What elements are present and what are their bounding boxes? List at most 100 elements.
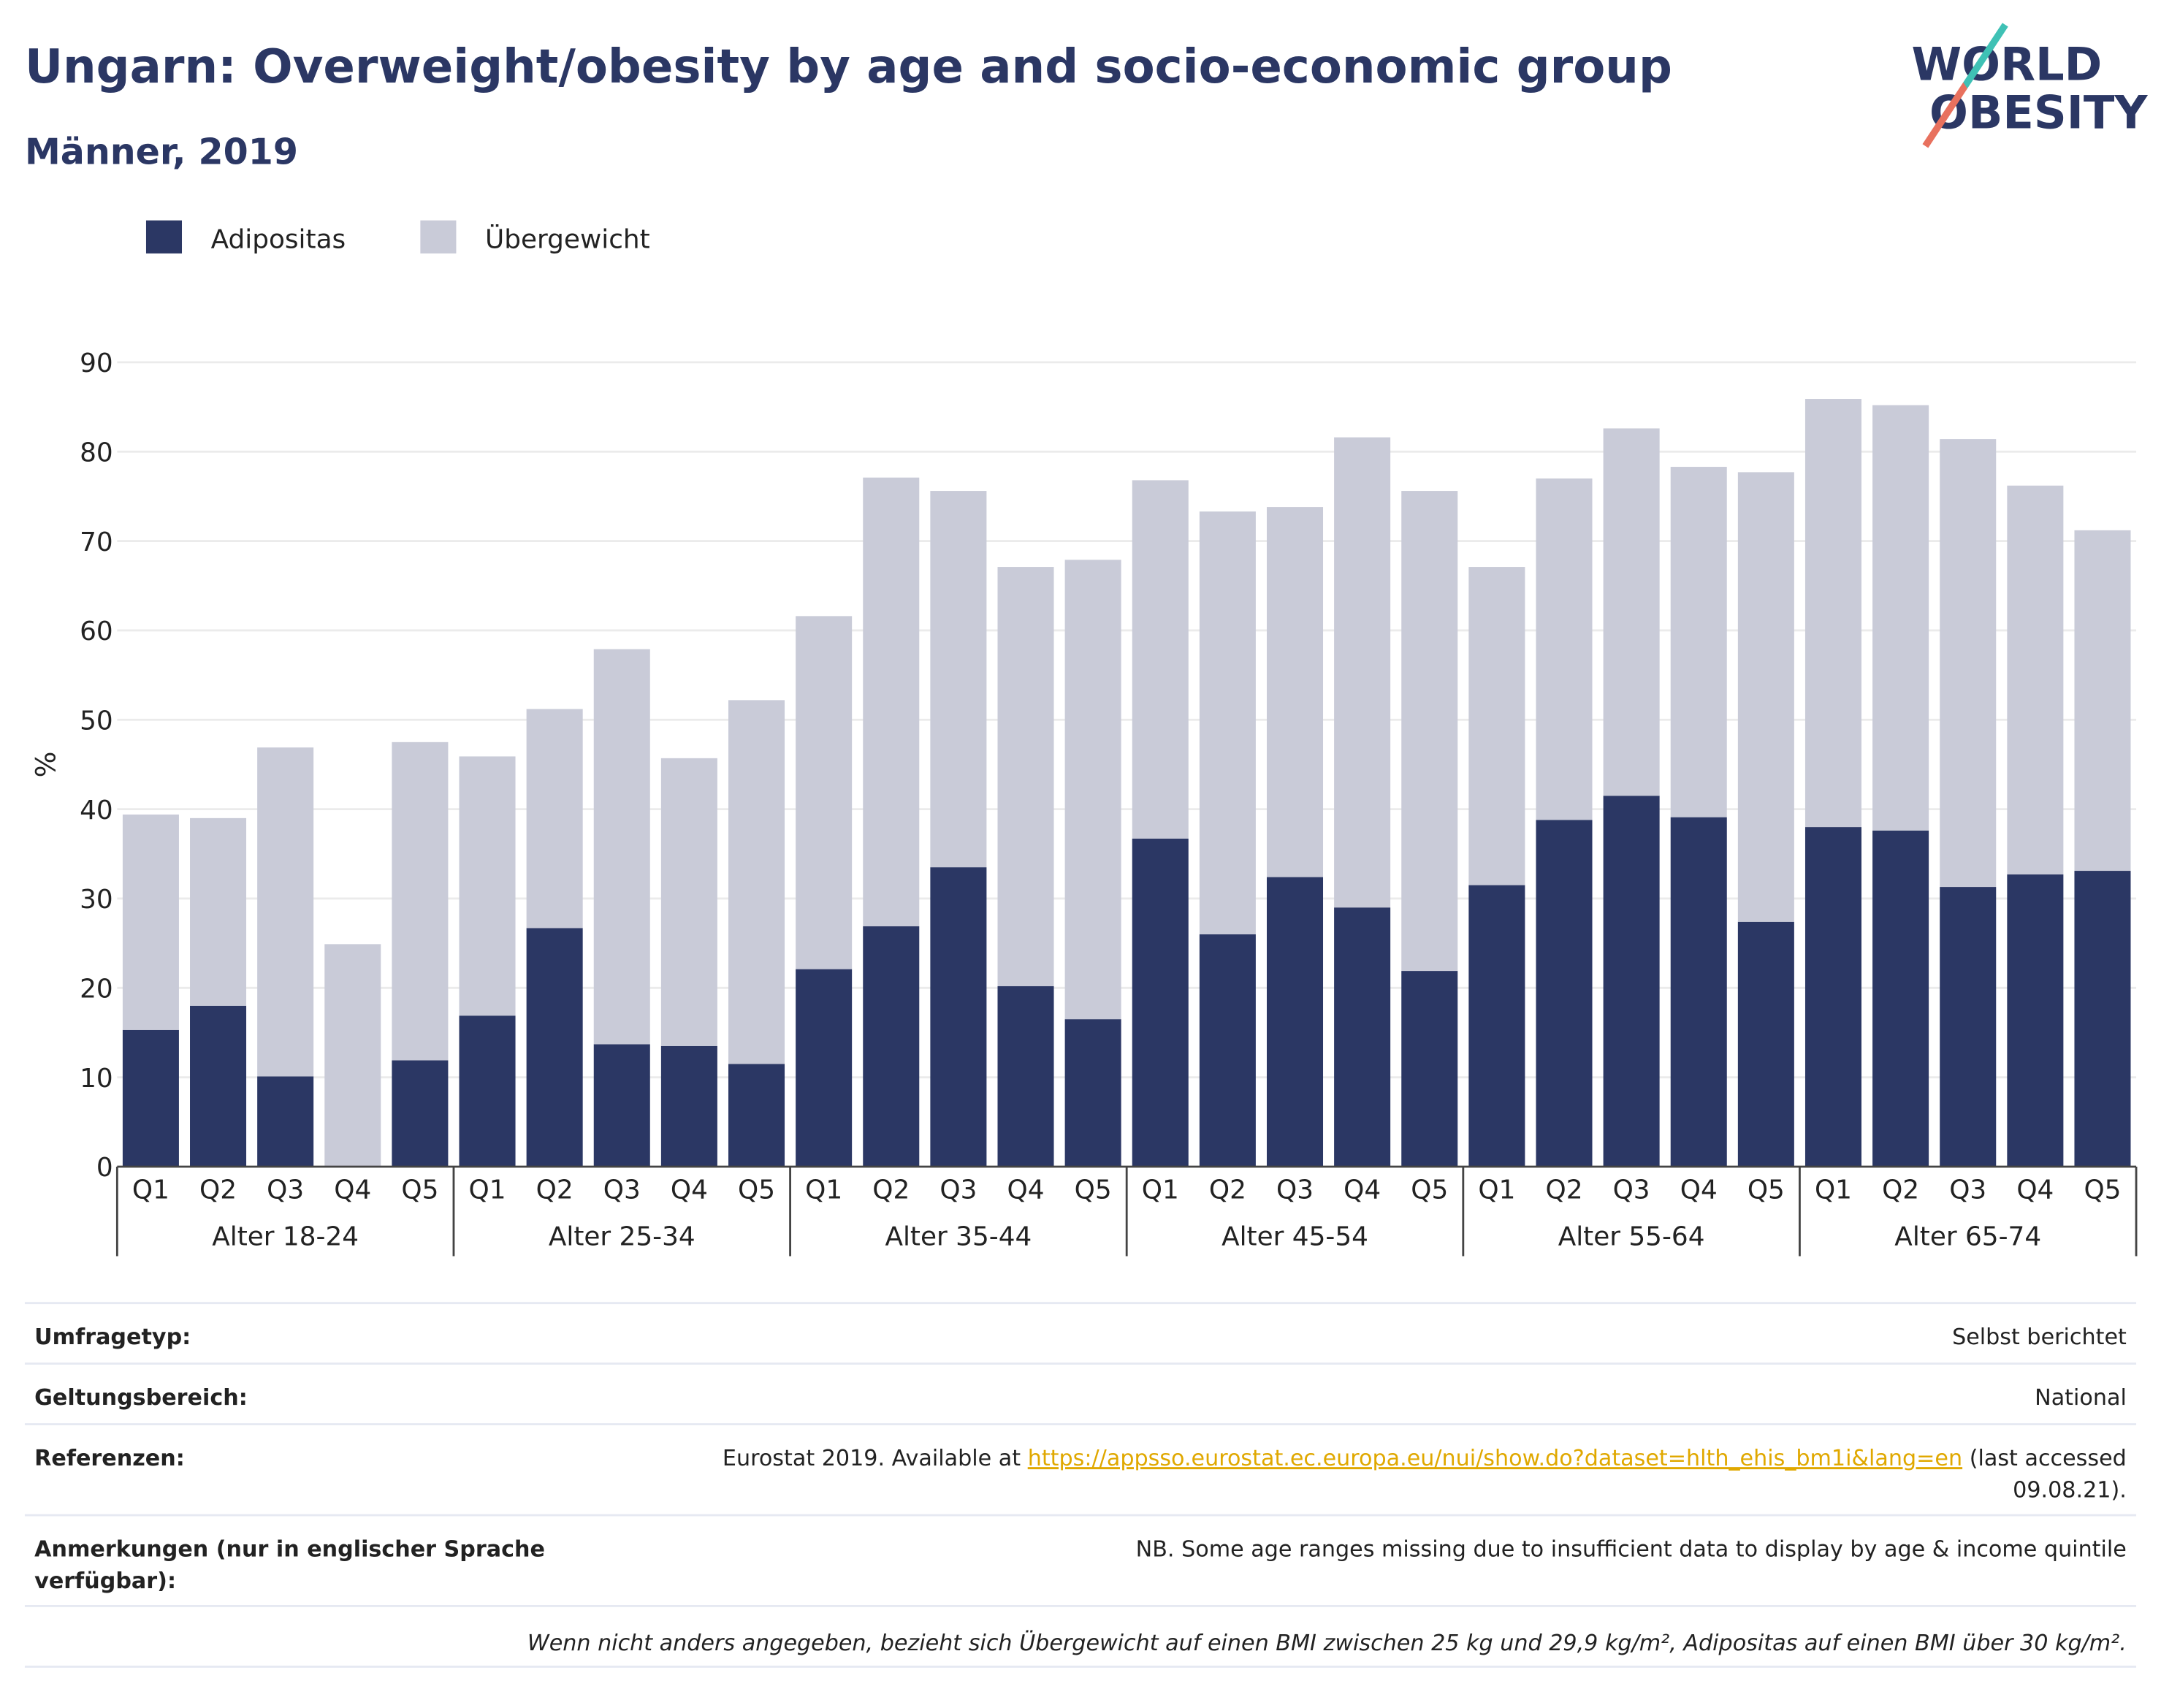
info-value-text: (last accessed bbox=[1970, 1446, 2127, 1471]
bar-segment bbox=[1536, 820, 1593, 1167]
bar-segment bbox=[930, 491, 987, 868]
y-tick-label: 60 bbox=[80, 617, 113, 647]
bar-segment bbox=[257, 1076, 314, 1167]
x-tick-label: Q5 bbox=[1075, 1175, 1112, 1205]
x-tick-label: Q4 bbox=[1007, 1175, 1045, 1205]
info-value: 09.08.21). bbox=[2013, 1478, 2127, 1503]
bar-segment bbox=[1334, 907, 1391, 1167]
y-tick-label: 70 bbox=[80, 527, 113, 557]
x-tick-label: Q2 bbox=[1882, 1175, 1919, 1205]
bar-segment bbox=[1603, 428, 1660, 796]
x-group-label: Alter 55-64 bbox=[1558, 1221, 1705, 1251]
y-tick-label: 20 bbox=[80, 975, 113, 1004]
info-value: NB. Some age ranges missing due to insuf… bbox=[1136, 1537, 2127, 1563]
bar-segment bbox=[1199, 511, 1256, 934]
bar-segment bbox=[1401, 491, 1458, 972]
info-label: Referenzen: bbox=[34, 1446, 185, 1471]
x-tick-label: Q1 bbox=[1815, 1175, 1852, 1205]
chart-title: Ungarn: Overweight/obesity by age and so… bbox=[25, 39, 1672, 94]
info-value: Selbst berichtet bbox=[1952, 1324, 2127, 1350]
info-label: Geltungsbereich: bbox=[34, 1385, 248, 1411]
bar-segment bbox=[1737, 921, 1794, 1167]
bar-segment bbox=[593, 649, 650, 1045]
x-tick-label: Q3 bbox=[940, 1175, 977, 1205]
logo-text: OBESITY bbox=[1929, 85, 2148, 139]
y-tick-label: 30 bbox=[80, 885, 113, 915]
bar-segment bbox=[728, 700, 785, 1064]
chart-subtitle: Männer, 2019 bbox=[25, 130, 298, 172]
x-group-label: Alter 35-44 bbox=[885, 1221, 1032, 1251]
x-tick-label: Q1 bbox=[1478, 1175, 1515, 1205]
bar-segment bbox=[863, 926, 920, 1167]
info-label: verfügbar): bbox=[34, 1568, 176, 1594]
logo-text: WORLD bbox=[1912, 37, 2103, 91]
y-tick-label: 10 bbox=[80, 1064, 113, 1094]
info-label: Anmerkungen (nur in englischer Sprache bbox=[34, 1537, 545, 1563]
bar-segment bbox=[796, 969, 853, 1167]
x-tick-label: Q1 bbox=[1142, 1175, 1179, 1205]
bar-segment bbox=[593, 1044, 650, 1167]
bar-segment bbox=[660, 758, 717, 1046]
bar-segment bbox=[257, 747, 314, 1077]
bar-segment bbox=[122, 1029, 179, 1167]
y-tick-label: 0 bbox=[96, 1153, 113, 1183]
legend-swatch bbox=[420, 220, 457, 253]
bar-segment bbox=[459, 756, 516, 1016]
bar-segment bbox=[1804, 399, 1862, 828]
reference-link: https://appsso.eurostat.ec.europa.eu/nui… bbox=[1028, 1446, 1962, 1471]
y-axis-label: % bbox=[29, 752, 61, 778]
x-tick-label: Q4 bbox=[2016, 1175, 2054, 1205]
x-tick-label: Q5 bbox=[1411, 1175, 1448, 1205]
bar-segment bbox=[459, 1015, 516, 1167]
bar-segment bbox=[863, 477, 920, 926]
x-tick-label: Q5 bbox=[738, 1175, 775, 1205]
bar-segment bbox=[1468, 567, 1525, 885]
bar-segment bbox=[1266, 507, 1324, 877]
x-tick-label: Q2 bbox=[1545, 1175, 1582, 1205]
legend-label: Übergewicht bbox=[485, 224, 650, 254]
x-tick-label: Q2 bbox=[872, 1175, 910, 1205]
bar-segment bbox=[1401, 971, 1458, 1167]
x-tick-label: Q3 bbox=[267, 1175, 304, 1205]
info-label: Umfragetyp: bbox=[34, 1324, 191, 1350]
footnote: Wenn nicht anders angegeben, bezieht sic… bbox=[527, 1629, 2127, 1656]
x-tick-label: Q3 bbox=[1613, 1175, 1650, 1205]
legend-swatch bbox=[145, 220, 183, 253]
bar-segment bbox=[1737, 472, 1794, 922]
bar-segment bbox=[2007, 874, 2064, 1167]
x-tick-label: Q5 bbox=[401, 1175, 438, 1205]
bar-segment bbox=[526, 709, 583, 929]
bar-segment bbox=[2074, 871, 2131, 1167]
bar-segment bbox=[728, 1064, 785, 1167]
bar-segment bbox=[997, 985, 1054, 1167]
x-tick-label: Q2 bbox=[199, 1175, 237, 1205]
x-tick-label: Q2 bbox=[536, 1175, 573, 1205]
bar-segment bbox=[190, 817, 247, 1006]
bar-segment bbox=[660, 1045, 717, 1167]
x-tick-label: Q1 bbox=[132, 1175, 169, 1205]
bar-segment bbox=[2074, 530, 2131, 872]
bar-segment bbox=[1064, 1019, 1121, 1167]
bar-segment bbox=[1334, 437, 1391, 908]
bar-segment bbox=[190, 1005, 247, 1167]
bar-segment bbox=[1132, 838, 1189, 1167]
bar-segment bbox=[930, 867, 987, 1167]
bar-segment bbox=[1804, 827, 1862, 1167]
info-value-text: Eurostat 2019. Available at bbox=[723, 1446, 1021, 1471]
bar-segment bbox=[324, 944, 381, 1167]
info-value: National bbox=[2035, 1385, 2127, 1411]
bar-segment bbox=[1064, 560, 1121, 1020]
y-tick-label: 90 bbox=[80, 348, 113, 378]
y-tick-label: 50 bbox=[80, 706, 113, 736]
x-tick-label: Q3 bbox=[603, 1175, 641, 1205]
bar-segment bbox=[392, 741, 449, 1061]
bar-segment bbox=[1940, 439, 1997, 888]
info-value: Eurostat 2019. Available at https://apps… bbox=[723, 1446, 2127, 1471]
bar-segment bbox=[1132, 480, 1189, 839]
x-tick-label: Q3 bbox=[1949, 1175, 1986, 1205]
bar-segment bbox=[1670, 467, 1727, 817]
logo-slash bbox=[1922, 23, 2008, 148]
bar-segment bbox=[796, 616, 853, 969]
